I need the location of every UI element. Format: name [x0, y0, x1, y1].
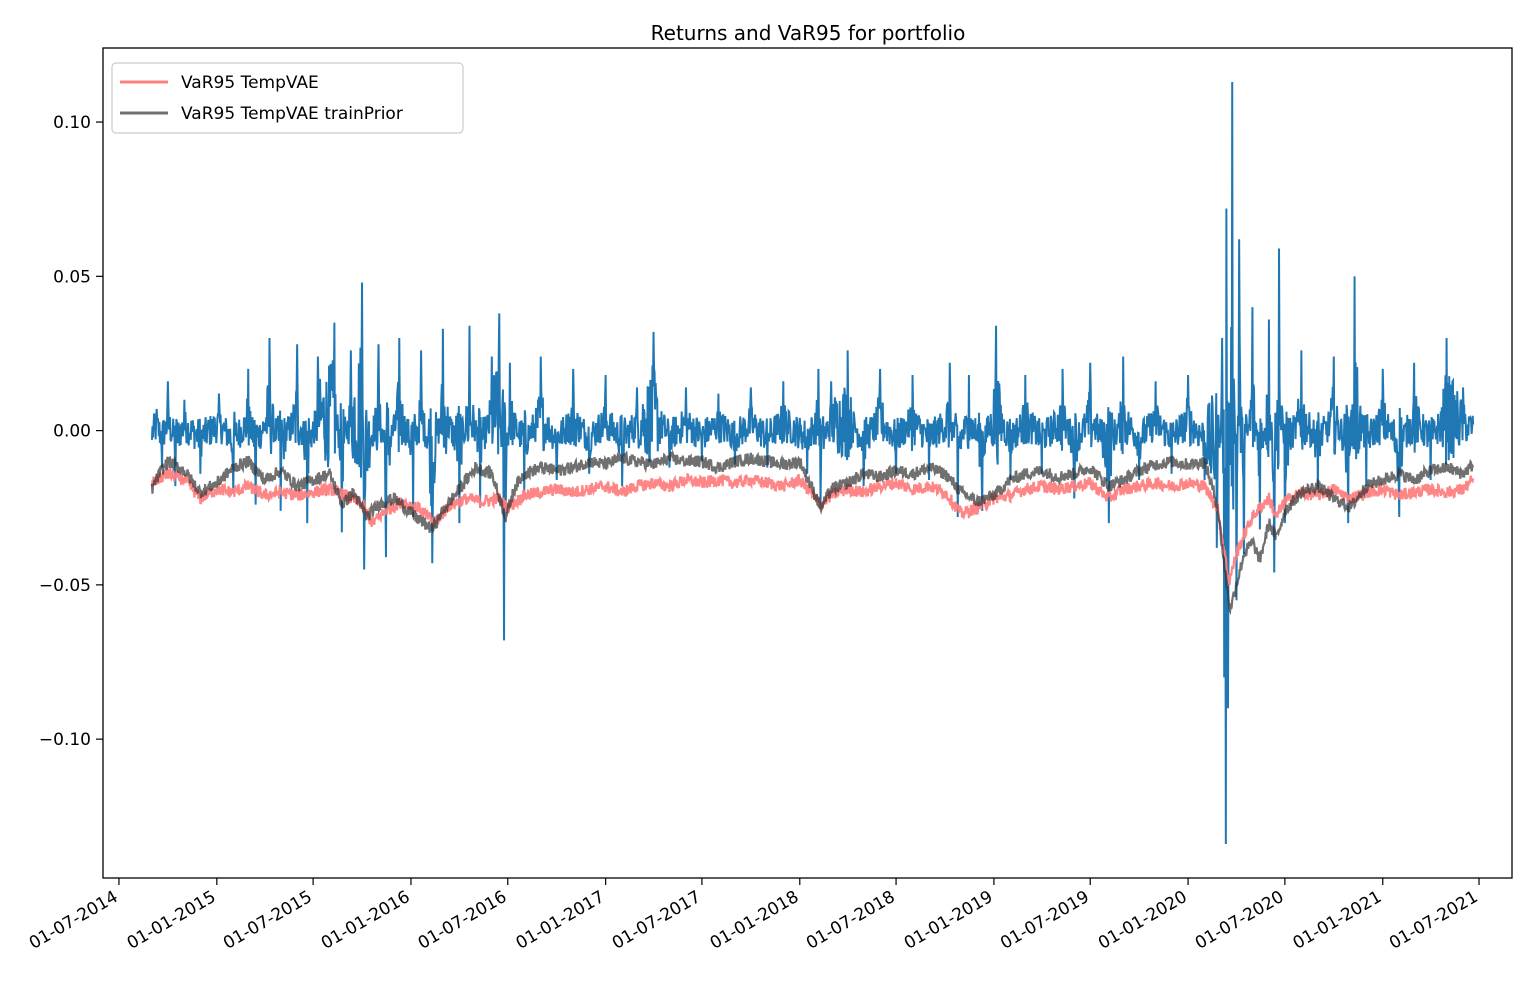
y-tick-label: 0.05 — [53, 267, 91, 287]
series-line-2 — [150, 449, 1474, 616]
plot-frame — [102, 47, 1513, 879]
series-line-0 — [150, 81, 1475, 845]
legend-label: VaR95 TempVAE trainPrior — [181, 104, 403, 124]
legend-label: VaR95 TempVAE — [181, 73, 319, 93]
y-tick-label: 0.10 — [53, 113, 91, 133]
y-tick-label: −0.10 — [39, 730, 91, 750]
plot-area — [150, 81, 1475, 845]
y-tick-label: −0.05 — [39, 576, 91, 596]
y-tick-label: 0.00 — [53, 422, 91, 442]
chart-title: Returns and VaR95 for portfolio — [651, 21, 966, 45]
legend-box — [111, 62, 464, 134]
legend: VaR95 TempVAE VaR95 TempVAE trainPrior — [111, 62, 464, 134]
series-line-1 — [150, 466, 1475, 586]
